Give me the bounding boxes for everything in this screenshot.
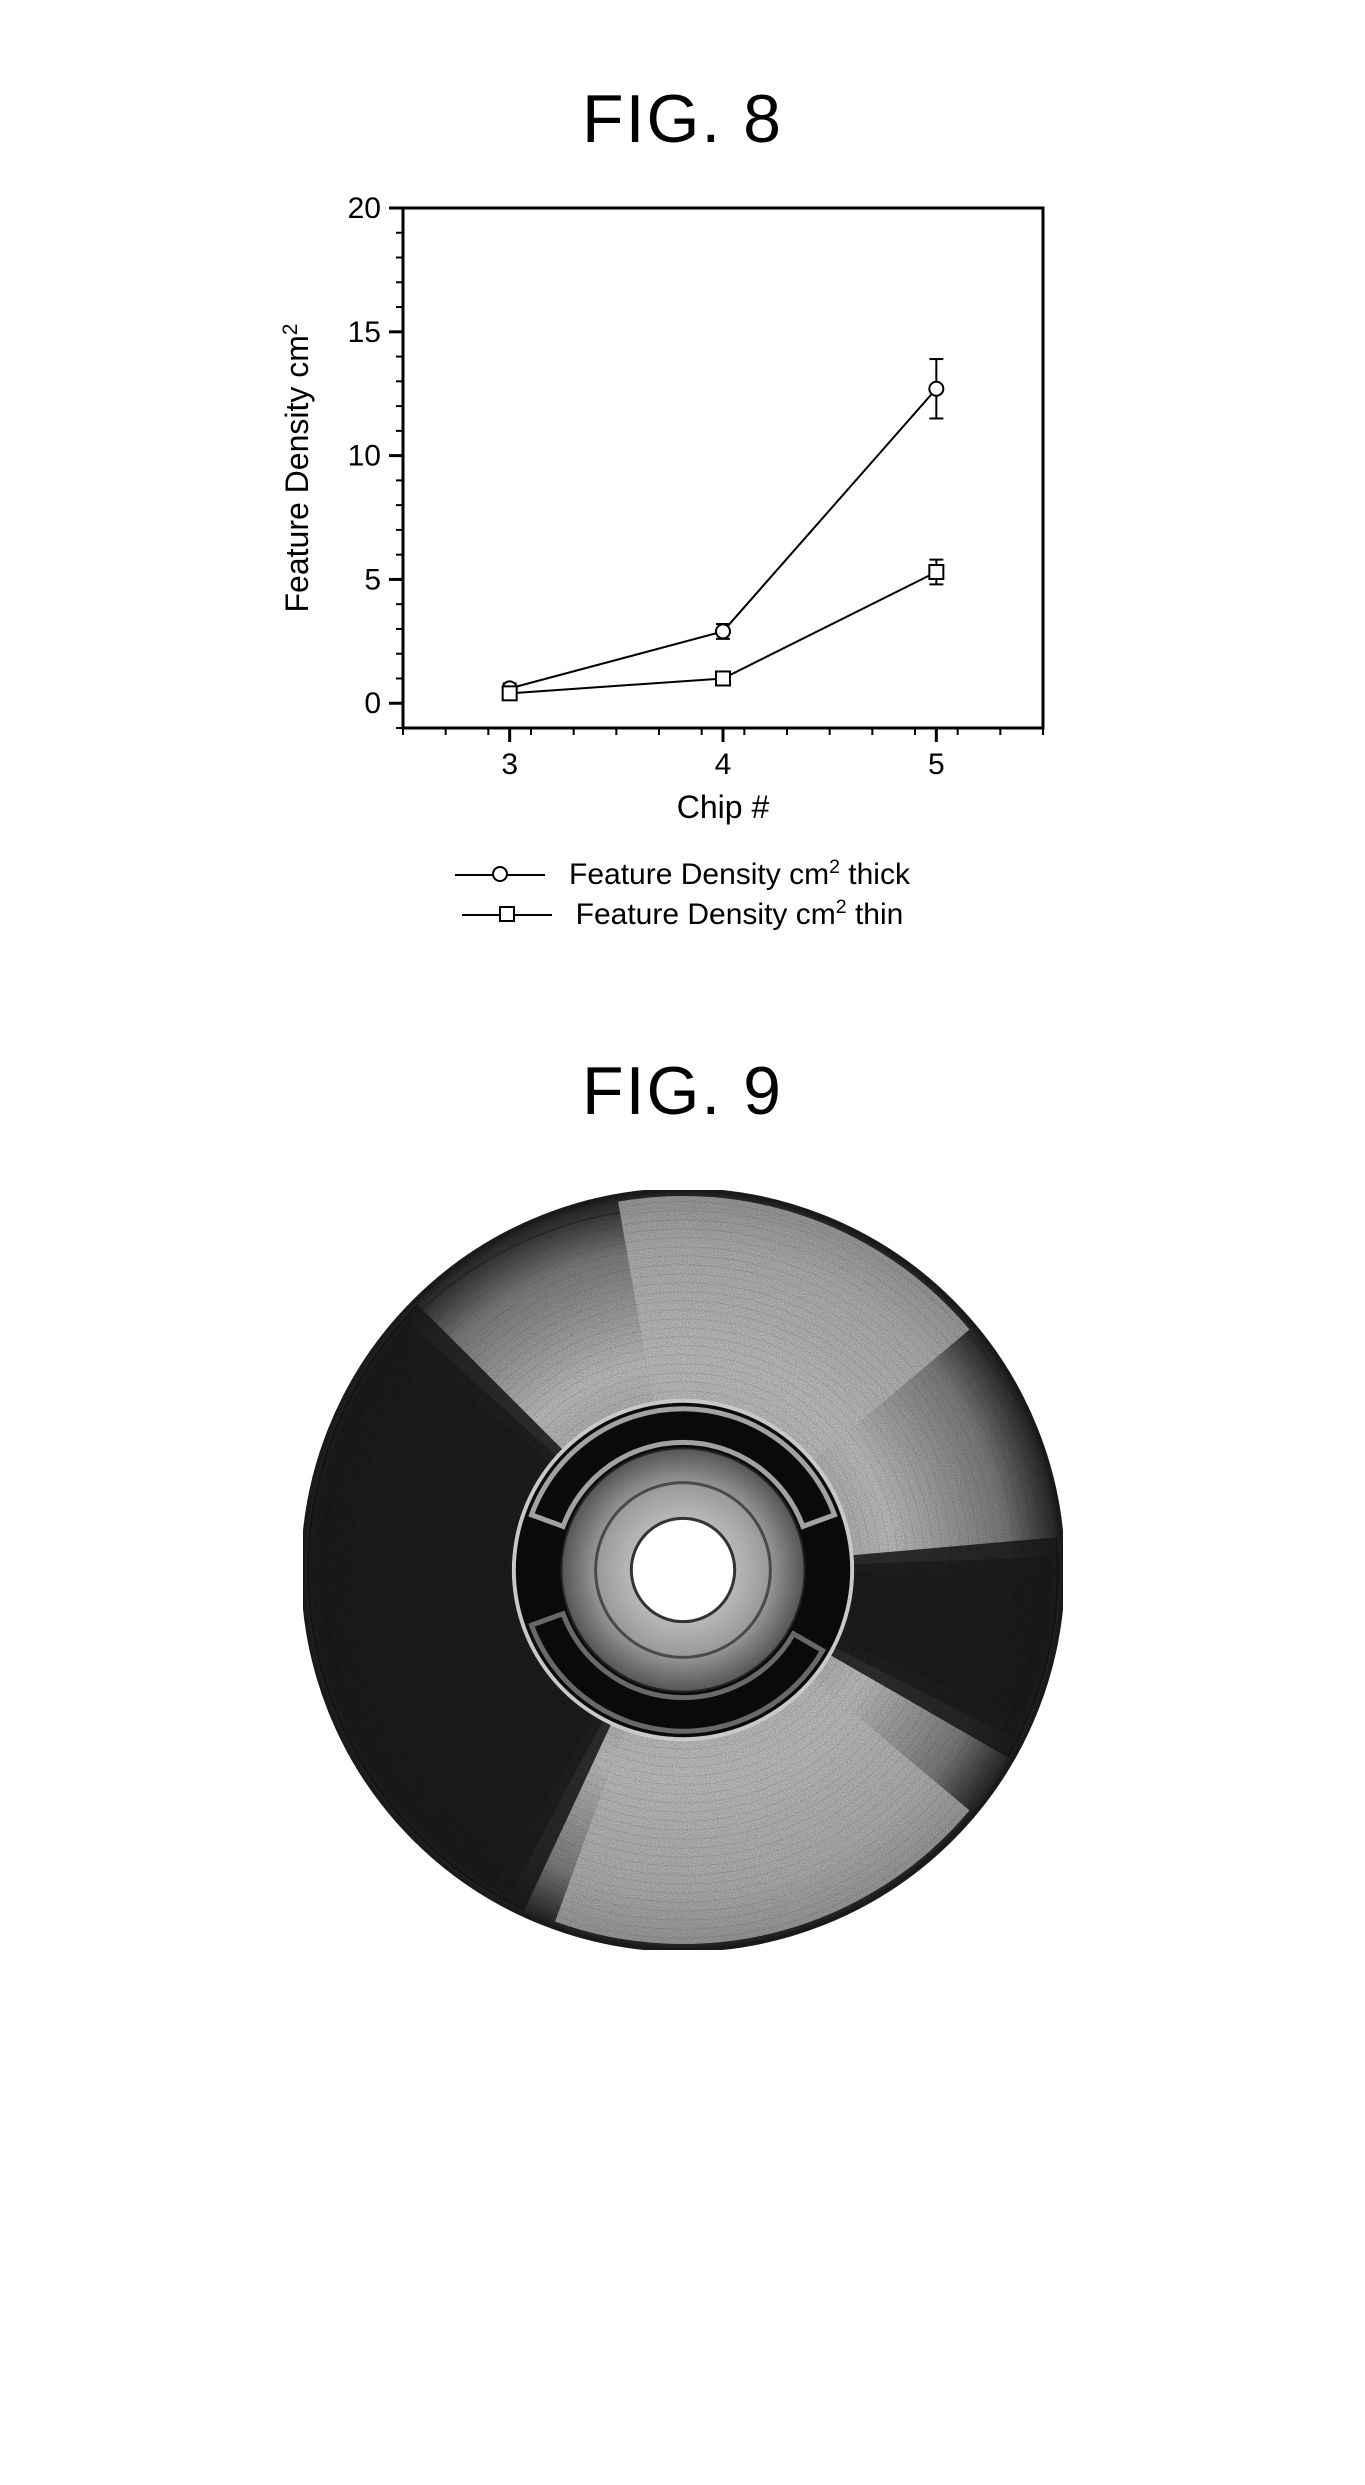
svg-text:10: 10 — [347, 440, 380, 473]
svg-text:Chip #: Chip # — [676, 789, 769, 825]
svg-text:5: 5 — [364, 563, 381, 596]
fig8-svg: 0 5 10 15 20 3 4 5 Chip # Feature Density cm2 — [273, 188, 1073, 838]
fig9-title: FIG. 9 — [0, 1052, 1365, 1130]
legend-label-thin: Feature Density cm2 thin — [576, 896, 904, 932]
svg-text:0: 0 — [364, 687, 381, 720]
fig8-title: FIG. 8 — [0, 80, 1365, 158]
legend-marker-circle — [455, 859, 545, 889]
fig9-disc — [303, 1190, 1063, 1950]
legend-row-thin: Feature Density cm2 thin — [462, 896, 904, 932]
fig9-svg — [303, 1190, 1063, 1950]
legend-marker-square — [462, 899, 552, 929]
page: FIG. 8 0 5 10 15 20 3 4 5 Chip # Feature Density … — [0, 0, 1365, 2030]
svg-text:20: 20 — [347, 192, 380, 225]
fig8-legend: Feature Density cm2 thick Feature Densit… — [273, 856, 1093, 932]
svg-text:5: 5 — [927, 748, 944, 781]
svg-text:Feature Density cm2: Feature Density cm2 — [278, 324, 315, 613]
legend-row-thick: Feature Density cm2 thick — [455, 856, 910, 892]
legend-label-thick: Feature Density cm2 thick — [569, 856, 910, 892]
svg-text:15: 15 — [347, 316, 380, 349]
svg-text:3: 3 — [501, 748, 518, 781]
fig8-chart: 0 5 10 15 20 3 4 5 Chip # Feature Density cm2 — [273, 188, 1093, 838]
svg-text:4: 4 — [714, 748, 731, 781]
